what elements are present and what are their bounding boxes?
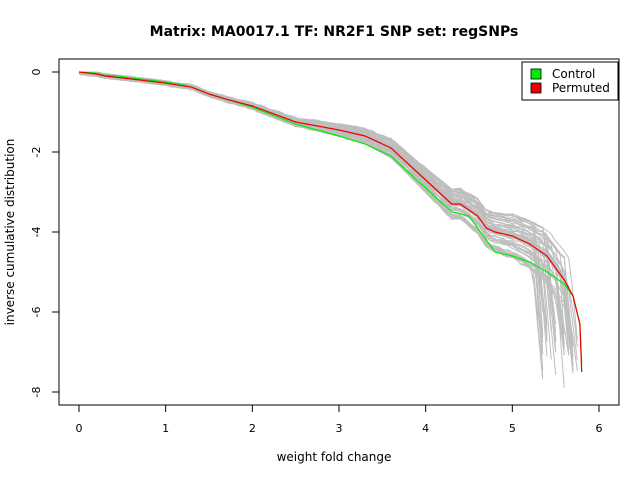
x-axis: 0 1 2 3 4 5 6	[76, 404, 603, 435]
permutation-line	[79, 71, 552, 314]
series-line-control	[78, 71, 583, 365]
permutation-line	[78, 71, 574, 371]
x-tick-label: 0	[76, 422, 83, 435]
permutation-line	[78, 71, 578, 348]
series-line-permuted	[78, 71, 583, 373]
permutation-line	[78, 71, 565, 335]
permutation-line	[79, 71, 552, 329]
permutation-line	[78, 71, 565, 346]
y-tick-label: -4	[30, 227, 43, 238]
x-tick-label: 2	[249, 422, 256, 435]
permutation-line	[79, 71, 552, 302]
permutation-lines-group	[78, 71, 578, 388]
permutation-line	[78, 72, 578, 372]
permutation-line	[79, 71, 570, 326]
series-lines-group	[78, 71, 583, 373]
permutation-line	[79, 71, 574, 347]
permutation-line	[79, 71, 565, 335]
permutation-line	[78, 71, 565, 334]
x-tick-label: 5	[509, 422, 516, 435]
y-tick-label: -8	[30, 387, 43, 398]
permutation-line	[78, 73, 570, 356]
permutation-line	[79, 71, 557, 342]
y-axis: 0 -2 -4 -6 -8	[30, 69, 60, 398]
permutation-line	[79, 71, 544, 313]
permutation-line	[79, 72, 557, 325]
legend-label-control: Control	[552, 67, 595, 81]
permutation-line	[79, 71, 557, 350]
y-tick-label: 0	[30, 69, 43, 76]
x-tick-label: 4	[422, 422, 429, 435]
x-tick-label: 3	[336, 422, 343, 435]
y-tick-label: -6	[30, 307, 43, 318]
legend-box	[521, 61, 619, 101]
x-axis-label: weight fold change	[277, 450, 392, 464]
permutation-line	[78, 71, 565, 344]
permutation-line	[78, 71, 544, 377]
x-tick-label: 6	[596, 422, 603, 435]
y-tick-label: -2	[30, 147, 43, 158]
permutation-line	[78, 72, 565, 349]
permutation-line	[78, 71, 570, 350]
permutation-line	[78, 71, 557, 333]
y-axis-label: inverse cumulative distribution	[3, 139, 17, 326]
legend-swatch-control	[530, 68, 542, 80]
permutation-line	[78, 71, 552, 332]
legend-label-permuted: Permuted	[552, 81, 610, 95]
x-tick-label: 1	[162, 422, 169, 435]
chart-title: Matrix: MA0017.1 TF: NR2F1 SNP set: regS…	[150, 24, 519, 40]
legend-swatch-permuted	[530, 82, 542, 94]
permutation-line	[78, 71, 578, 341]
permutation-line	[78, 72, 557, 340]
